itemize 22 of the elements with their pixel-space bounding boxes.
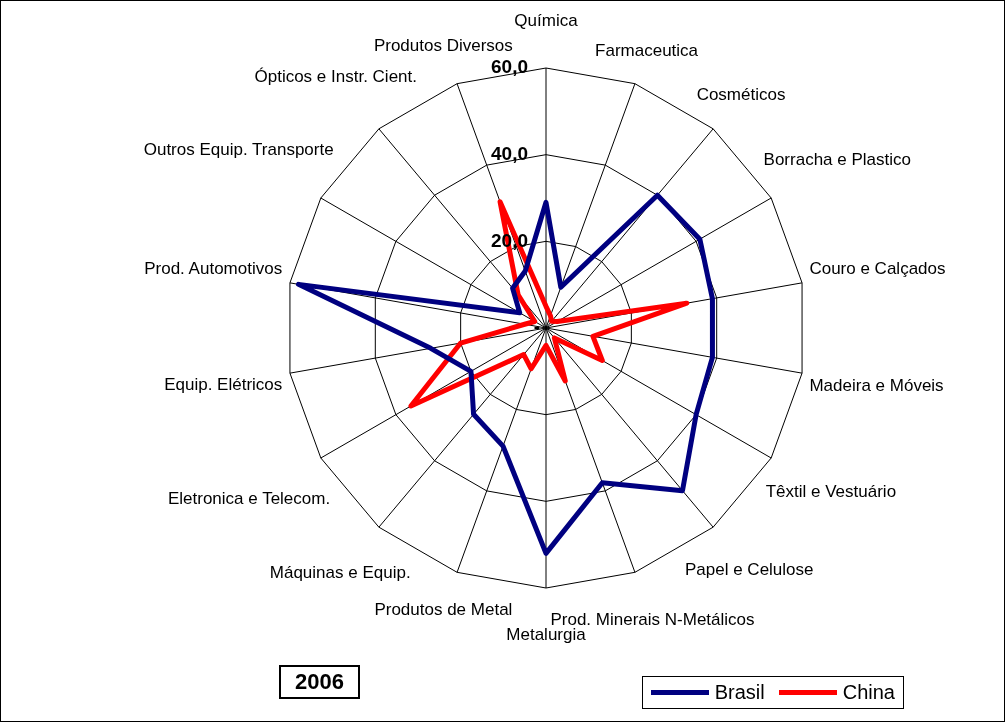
spoke-label: Metalurgia: [506, 624, 587, 644]
spoke-label: Borracha e Plastico: [763, 149, 911, 169]
spoke-label: Eletronica e Telecom.: [167, 489, 331, 509]
spoke-label: Outros Equip. Transporte: [143, 140, 334, 160]
spoke-label: Farmaceutica: [595, 41, 699, 61]
spoke-label: Couro e Calçados: [809, 259, 946, 279]
spoke-label: Produtos de Metal: [374, 599, 513, 619]
spoke-label: Produtos Diversos: [373, 35, 513, 55]
spoke-label: Prod. Automotivos: [144, 259, 283, 278]
spoke-label: Cosméticos: [696, 85, 786, 105]
legend-label: China: [842, 681, 895, 704]
spoke-label: Máquinas e Equip.: [269, 562, 411, 582]
legend-label: Brasil: [714, 681, 765, 704]
y-tick-label: 60,0: [491, 56, 528, 78]
text: 2006: [279, 665, 360, 699]
y-tick-label: 40,0: [491, 142, 528, 164]
spoke-label: Equip. Elétricos: [164, 374, 283, 394]
spoke-label: Química: [514, 10, 579, 30]
spoke-label: Madeira e Móveis: [809, 375, 944, 395]
spoke-label: Papel e Celulose: [684, 559, 814, 579]
spoke-label: Ópticos e Instr. Cient.: [254, 67, 417, 87]
spoke-label: Têxtil e Vestuário: [765, 482, 897, 502]
